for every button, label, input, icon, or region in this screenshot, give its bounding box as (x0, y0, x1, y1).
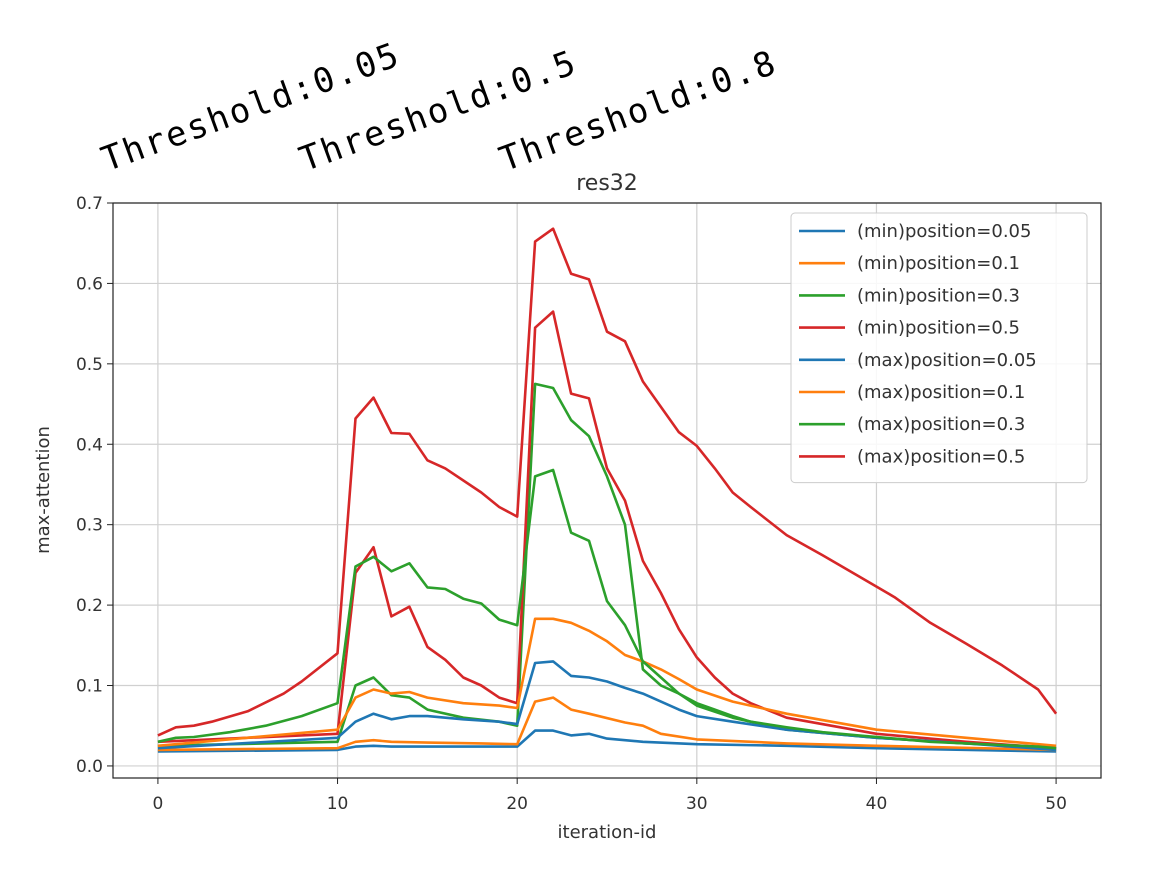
legend-label: (max)position=0.05 (857, 350, 1037, 371)
series-lines (157, 227, 1058, 753)
x-tick-label: 40 (866, 794, 888, 814)
series-line-4 (157, 660, 1057, 752)
y-tick-label: 0.0 (76, 757, 103, 777)
series-line-2 (157, 382, 1057, 750)
series-line-1 (157, 696, 1057, 752)
y-tick-label: 0.1 (76, 677, 103, 697)
y-tick-label: 0.4 (76, 435, 103, 455)
x-tick-label: 50 (1045, 794, 1067, 814)
legend-label: (min)position=0.3 (857, 285, 1020, 306)
y-tick-label: 0.2 (76, 596, 103, 616)
series-line-0 (157, 729, 1057, 753)
x-tick-label: 20 (506, 794, 528, 814)
legend-label: (max)position=0.1 (857, 382, 1025, 403)
legend-label: (max)position=0.5 (857, 446, 1025, 467)
legend: (min)position=0.05 (min)position=0.1 (min)… (790, 212, 1088, 484)
plot-area-frame (112, 202, 1102, 779)
y-axis-label: max-attention (33, 426, 54, 554)
x-axis-label: iteration-id (558, 822, 657, 843)
x-tick-label: 10 (327, 794, 349, 814)
legend-label: (min)position=0.05 (857, 221, 1031, 242)
legend-label: (min)position=0.1 (857, 253, 1020, 274)
chart-title: res32 (576, 171, 638, 196)
legend-label: (max)position=0.3 (857, 414, 1025, 435)
axis-ticks: 0 10 20 30 40 50 0.0 0.1 0.2 0.3 0.4 0.5 0.6 0.7 (76, 194, 1067, 814)
series-line-7 (157, 227, 1058, 737)
y-tick-label: 0.6 (76, 274, 103, 294)
y-tick-label: 0.3 (76, 516, 103, 536)
y-tick-label: 0.7 (76, 194, 103, 214)
x-tick-label: 30 (686, 794, 708, 814)
series-line-5 (157, 617, 1057, 748)
series-line-3 (157, 310, 1057, 750)
y-tick-label: 0.5 (76, 355, 103, 375)
series-line-6 (157, 468, 1057, 750)
legend-label: (min)position=0.5 (857, 318, 1020, 339)
legend-box (790, 212, 1088, 484)
x-tick-label: 0 (152, 794, 163, 814)
